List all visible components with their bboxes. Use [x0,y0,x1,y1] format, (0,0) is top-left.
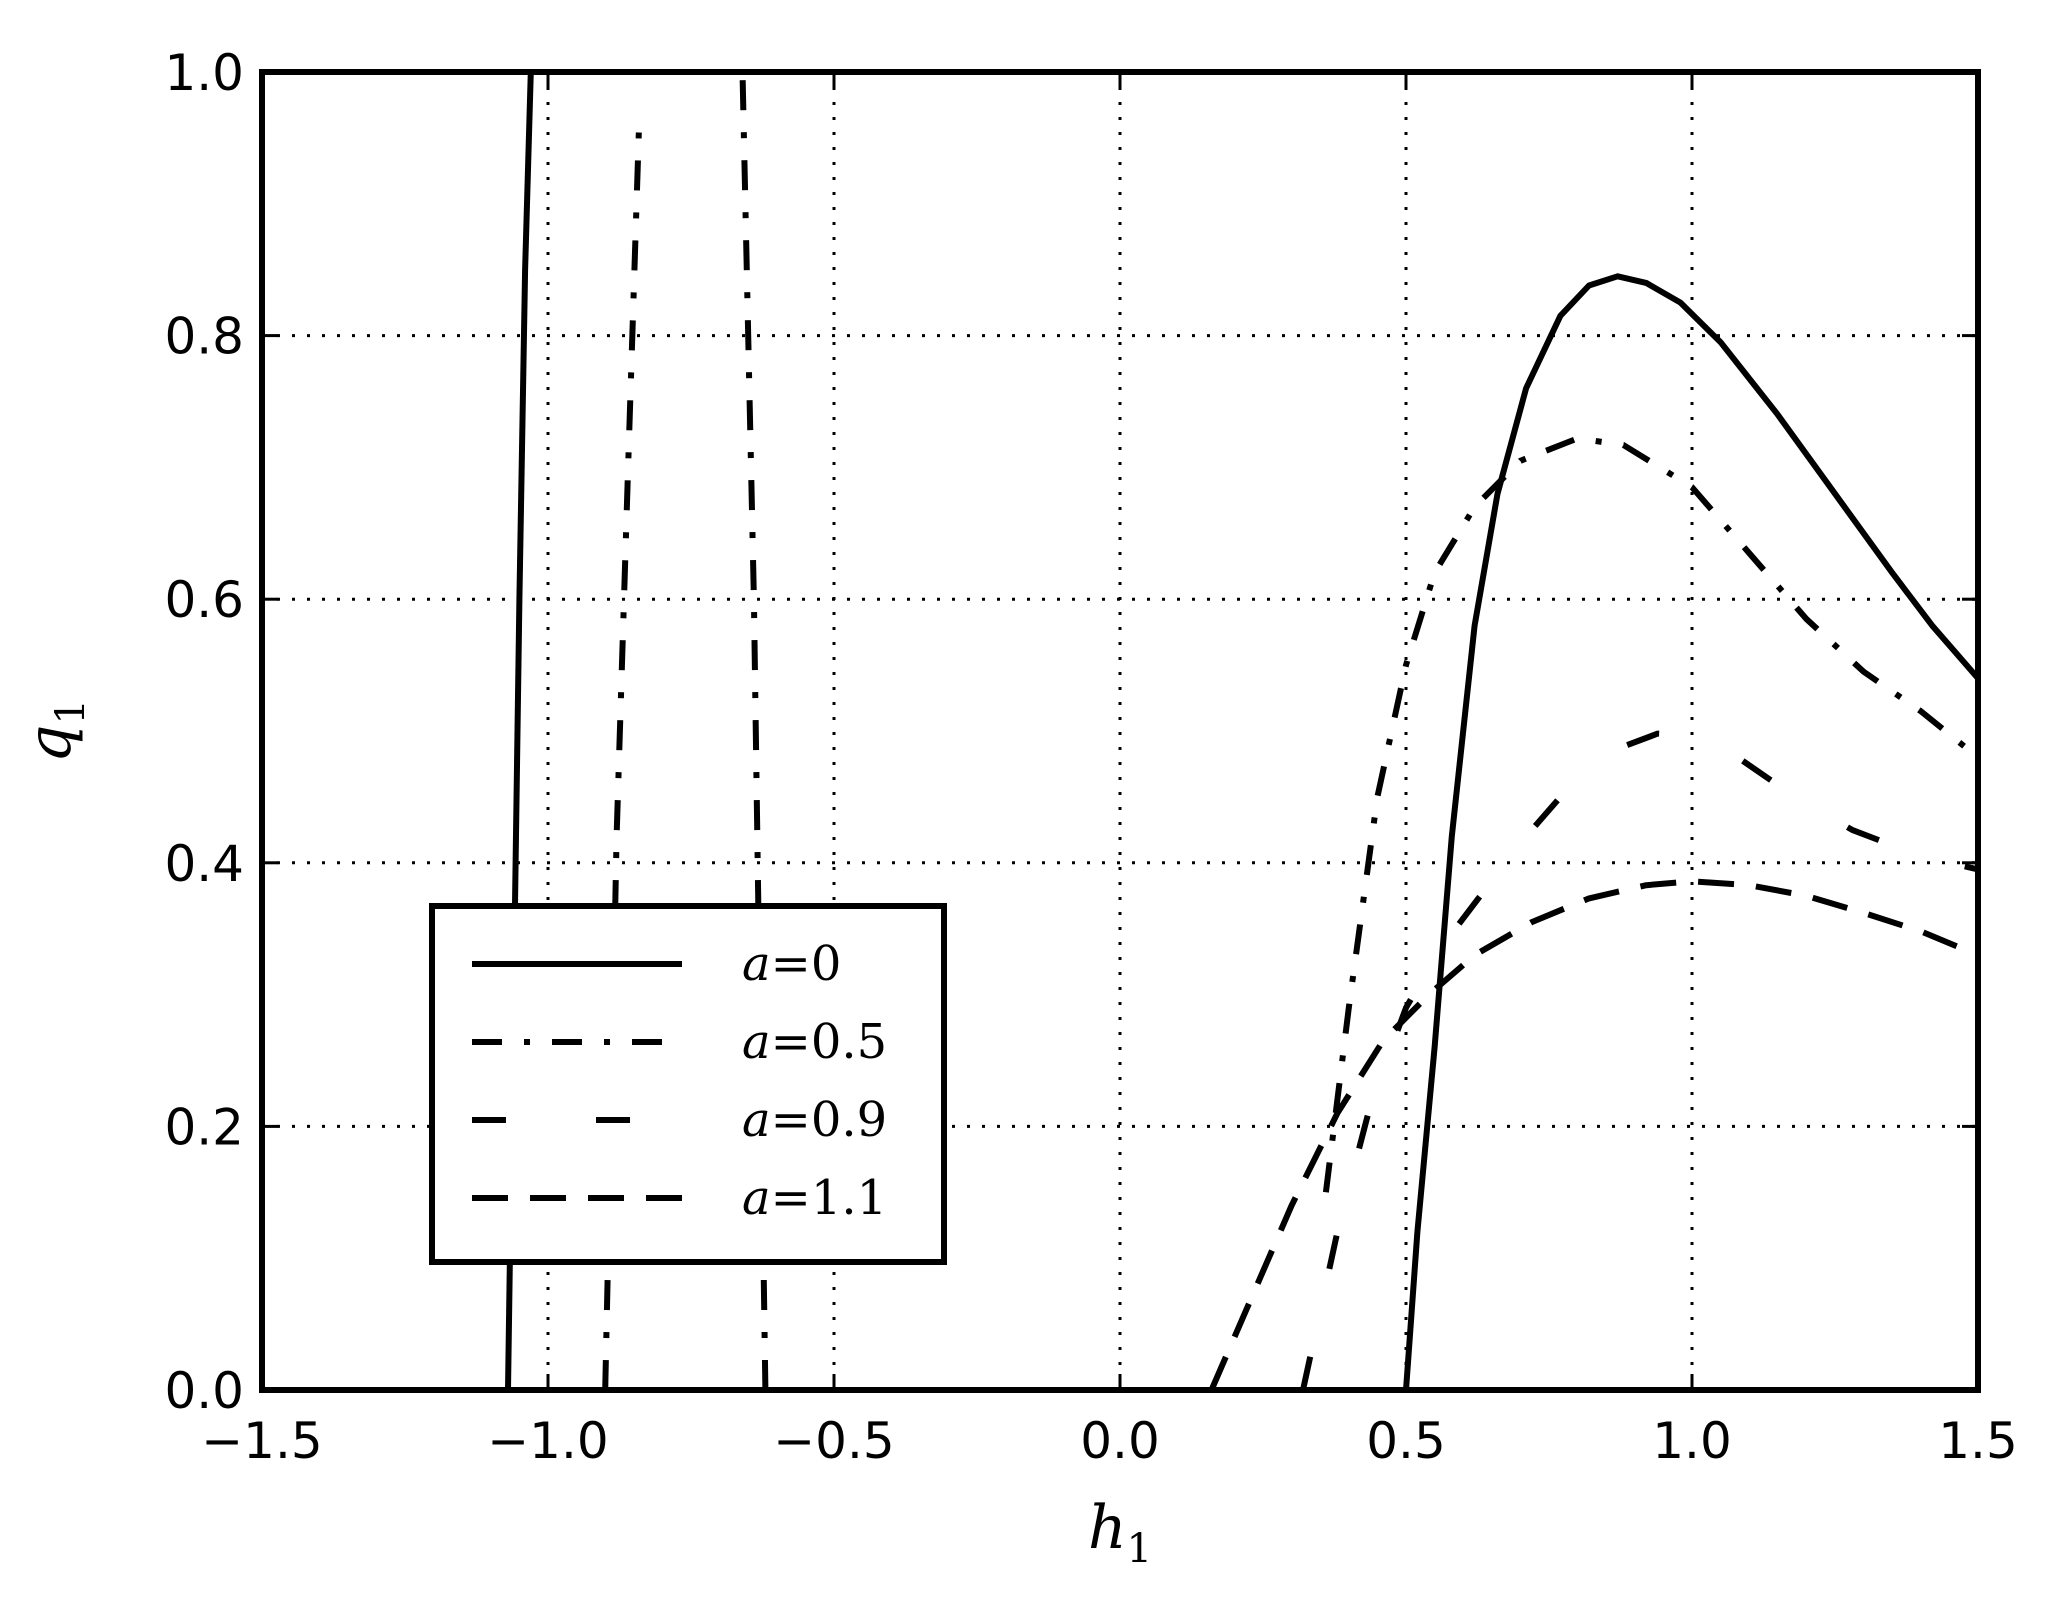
legend-label-equals: = [771,1092,811,1148]
x-axis-label: h1 [1088,1493,1152,1572]
legend-label: a=0.5 [742,1014,887,1070]
legend-label-equals: = [771,1170,811,1226]
y-axis-label-subscript: 1 [48,699,94,724]
x-tick-label: −1.5 [201,1412,322,1470]
x-tick-label: 1.5 [1938,1412,2018,1470]
y-tick-label: 0.4 [164,835,244,893]
y-tick-label: 0.2 [164,1098,244,1156]
y-tick-label: 0.8 [164,308,244,366]
y-tick-label: 0.0 [164,1362,244,1420]
legend-label-value: 1.1 [811,1170,887,1226]
x-tick-label: 0.0 [1080,1412,1160,1470]
x-axis-label-subscript: 1 [1127,1526,1152,1572]
legend-label-value: 0.9 [811,1092,887,1148]
legend-label: a=0.9 [742,1092,887,1148]
series-1.1 [1208,878,1980,1392]
y-axis-label: q1 [15,699,94,763]
y-tick-label: 1.0 [164,44,244,102]
legend-label-variable: a [742,936,771,992]
x-tick-label: −0.5 [773,1412,894,1470]
legend-label-value: 0.5 [811,1014,887,1070]
y-axis-label-main: q [15,725,85,763]
legend-label-equals: = [771,936,811,992]
x-axis-label-main: h [1088,1493,1127,1563]
legend-label-equals: = [771,1014,811,1070]
legend-label: a=0 [742,936,841,992]
legend-label-variable: a [742,1170,771,1226]
tick-labels: −1.5 −1.0 −0.5 0.0 0.5 1.0 1.5 0.0 0.2 0.4 0.6 0.8 1… [164,44,2017,1470]
y-tick-label: 0.6 [164,571,244,629]
x-tick-label: 1.0 [1652,1412,1732,1470]
series-line [1403,273,1981,1391]
x-tick-label: −1.0 [487,1412,608,1470]
legend-label-variable: a [742,1014,771,1070]
legend-label-variable: a [742,1092,771,1148]
legend-label: a=1.1 [742,1170,887,1226]
ticks [260,70,1980,1392]
legend: a=0a=0.5a=0.9a=1.1 [429,903,947,1265]
legend-label-value: 0 [811,936,842,992]
series-line [1208,878,1980,1392]
x-tick-label: 0.5 [1366,1412,1446,1470]
